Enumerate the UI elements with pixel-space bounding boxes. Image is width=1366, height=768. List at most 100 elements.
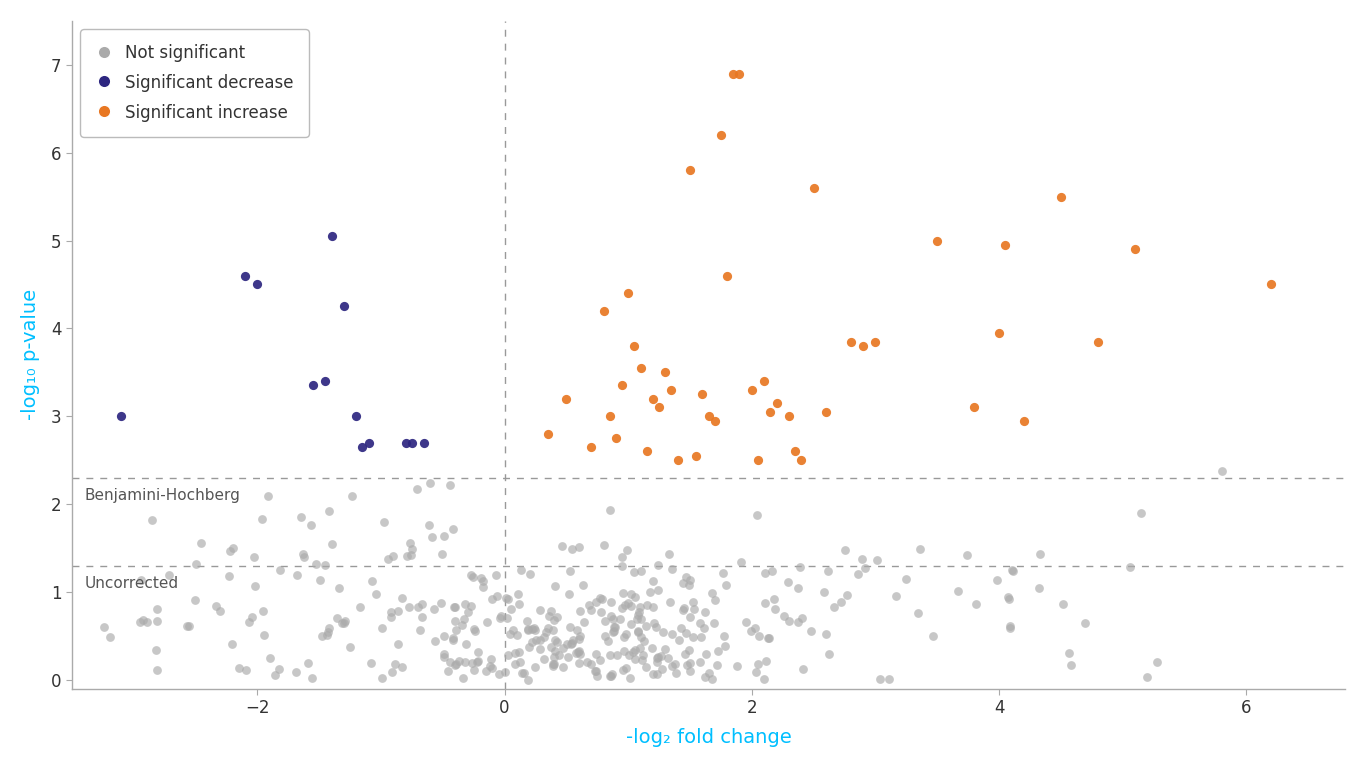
Point bbox=[560, 565, 582, 578]
Point bbox=[518, 641, 540, 653]
Point bbox=[535, 626, 557, 638]
Point bbox=[463, 664, 485, 676]
Point bbox=[380, 606, 402, 618]
Point bbox=[822, 601, 844, 613]
Point bbox=[672, 577, 694, 589]
Point bbox=[708, 644, 729, 657]
Point bbox=[522, 622, 544, 634]
Point bbox=[568, 541, 590, 553]
Point bbox=[544, 645, 566, 657]
Point bbox=[852, 339, 874, 352]
Point bbox=[234, 270, 255, 282]
Point bbox=[907, 607, 929, 619]
Point bbox=[309, 574, 331, 586]
Point bbox=[100, 631, 122, 644]
Point bbox=[729, 556, 751, 568]
Point bbox=[400, 549, 422, 561]
Point bbox=[607, 649, 628, 661]
Point bbox=[384, 658, 406, 670]
Point bbox=[787, 582, 809, 594]
Point bbox=[398, 601, 419, 613]
Point bbox=[414, 436, 436, 449]
Point bbox=[591, 593, 613, 605]
Point bbox=[133, 614, 154, 626]
Point bbox=[440, 479, 462, 492]
Point bbox=[240, 611, 262, 624]
Point bbox=[723, 68, 744, 80]
Point bbox=[679, 574, 701, 586]
Point bbox=[803, 182, 825, 194]
Point bbox=[380, 611, 402, 623]
Point bbox=[544, 651, 566, 664]
Point bbox=[546, 611, 568, 623]
Point bbox=[463, 623, 485, 635]
Point bbox=[260, 652, 281, 664]
Point bbox=[759, 406, 781, 418]
Point bbox=[290, 511, 311, 524]
Point bbox=[305, 558, 326, 570]
Point bbox=[542, 624, 564, 636]
Point bbox=[264, 669, 285, 681]
Point bbox=[755, 655, 777, 667]
Point bbox=[661, 563, 683, 575]
Point bbox=[598, 504, 620, 516]
Point bbox=[544, 614, 566, 627]
Point bbox=[816, 628, 837, 641]
Point bbox=[683, 603, 705, 615]
Point bbox=[631, 613, 653, 625]
Point bbox=[613, 644, 635, 657]
Point bbox=[560, 638, 582, 650]
Point bbox=[489, 667, 511, 680]
Point bbox=[652, 663, 673, 675]
Point bbox=[318, 621, 340, 634]
Point bbox=[285, 569, 307, 581]
Point bbox=[784, 445, 806, 458]
Point bbox=[346, 410, 367, 422]
Point bbox=[1001, 565, 1023, 578]
Point bbox=[223, 542, 245, 554]
Point bbox=[395, 436, 417, 449]
Point bbox=[388, 605, 410, 617]
Point bbox=[1029, 548, 1050, 560]
Point bbox=[219, 570, 240, 582]
Point bbox=[1087, 336, 1109, 348]
Point bbox=[339, 641, 361, 654]
Point bbox=[486, 590, 508, 602]
Point bbox=[508, 646, 530, 658]
Point bbox=[611, 551, 632, 564]
Point bbox=[630, 362, 652, 374]
Point bbox=[406, 483, 428, 495]
Point bbox=[746, 667, 768, 679]
Point bbox=[1130, 507, 1152, 519]
Point bbox=[999, 620, 1020, 632]
Point bbox=[701, 587, 723, 599]
Point bbox=[423, 603, 445, 615]
Point bbox=[956, 549, 978, 561]
Point bbox=[381, 666, 403, 678]
Point bbox=[788, 561, 810, 573]
Point bbox=[141, 514, 163, 526]
Point bbox=[455, 637, 477, 650]
Point bbox=[452, 671, 474, 684]
Point bbox=[314, 375, 336, 387]
Point bbox=[542, 658, 564, 670]
Point bbox=[1210, 465, 1232, 477]
Point bbox=[686, 449, 708, 462]
Point bbox=[561, 543, 583, 555]
Point bbox=[497, 649, 519, 661]
Point bbox=[617, 597, 639, 609]
Point bbox=[552, 642, 574, 654]
Point bbox=[966, 598, 988, 611]
Point bbox=[624, 644, 646, 656]
Point bbox=[111, 410, 133, 422]
Point bbox=[649, 402, 671, 414]
Point bbox=[418, 518, 440, 531]
Point bbox=[1060, 659, 1082, 671]
Point bbox=[314, 559, 336, 571]
Point bbox=[419, 477, 441, 489]
Point bbox=[481, 661, 503, 674]
Point bbox=[443, 601, 464, 614]
Point bbox=[735, 616, 757, 628]
Point bbox=[581, 441, 602, 453]
Point bbox=[637, 599, 658, 611]
